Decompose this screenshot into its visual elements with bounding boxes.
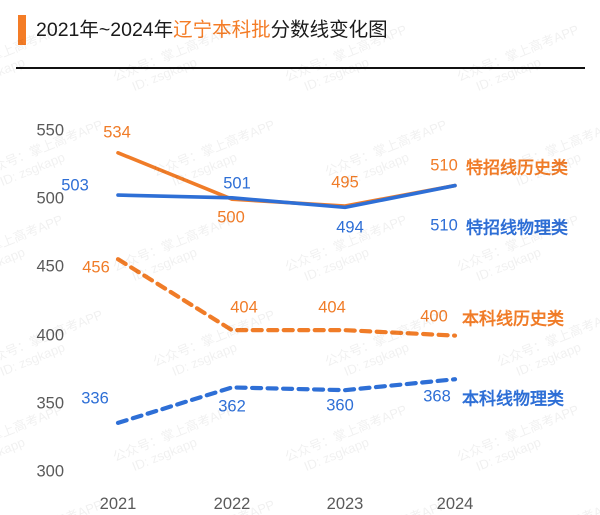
data-point-label: 336 xyxy=(81,389,109,408)
chart-header: 2021年~2024年辽宁本科批分数线变化图 xyxy=(0,0,600,70)
data-point-label: 360 xyxy=(326,396,354,415)
data-point-label: 500 xyxy=(217,208,245,227)
y-axis-tick-label: 550 xyxy=(36,121,64,140)
x-axis-tick-label: 2024 xyxy=(436,495,474,513)
data-point-label: 534 xyxy=(103,123,131,142)
legend-label-3: 本科线物理类 xyxy=(462,389,564,409)
line-chart-plot: 550 500 450 400 350 300 2021 2022 2023 2024 534 500… xyxy=(0,70,600,515)
x-axis-tick-label: 2022 xyxy=(213,495,251,513)
data-point-label: 404 xyxy=(230,298,258,317)
data-point-label: 456 xyxy=(82,258,110,277)
legend-label-2: 本科线历史类 xyxy=(462,309,564,329)
x-axis-tick-label: 2023 xyxy=(326,495,364,513)
y-axis-tick-label: 500 xyxy=(36,189,64,208)
data-point-label: 368 xyxy=(423,387,451,406)
y-axis-tick-label: 450 xyxy=(36,257,64,276)
data-point-label: 404 xyxy=(318,298,346,317)
data-point-label: 494 xyxy=(336,218,364,237)
chart-svg xyxy=(115,151,458,425)
legend-label-0: 特招线历史类 xyxy=(466,158,568,178)
title-accent-bar xyxy=(18,15,26,45)
series-line-2 xyxy=(115,257,458,338)
series-line-3 xyxy=(115,377,458,425)
data-point-label: 501 xyxy=(223,174,251,193)
legend-label-1: 特招线物理类 xyxy=(466,218,568,238)
y-axis-tick-label: 400 xyxy=(36,326,64,345)
data-point-label: 495 xyxy=(331,173,359,192)
y-axis-tick-label: 350 xyxy=(36,394,64,413)
y-axis-tick-label: 300 xyxy=(36,462,64,481)
title-suffix: 分数线变化图 xyxy=(270,19,388,41)
data-point-label: 503 xyxy=(61,176,89,195)
data-point-label-end: 510 xyxy=(430,216,458,235)
x-axis-tick-label: 2021 xyxy=(99,495,137,513)
series-line-1 xyxy=(116,183,457,210)
title-highlight: 辽宁本科批 xyxy=(173,19,271,41)
page-title: 2021年~2024年辽宁本科批分数线变化图 xyxy=(36,16,388,44)
data-point-label: 400 xyxy=(420,307,448,326)
data-point-label: 362 xyxy=(218,397,246,416)
title-divider xyxy=(16,67,585,69)
data-point-label-end: 510 xyxy=(430,156,458,175)
title-prefix: 2021年~2024年 xyxy=(36,19,174,41)
